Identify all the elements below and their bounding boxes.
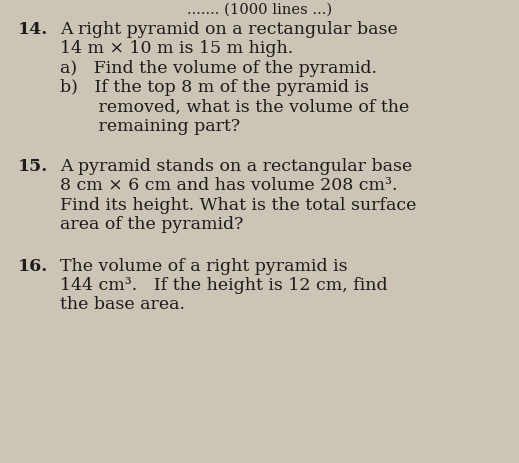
Text: 16.: 16. <box>18 257 48 274</box>
Text: The volume of a right pyramid is: The volume of a right pyramid is <box>60 257 347 274</box>
Text: a)   Find the volume of the pyramid.: a) Find the volume of the pyramid. <box>60 60 377 77</box>
Text: b)   If the top 8 m of the pyramid is: b) If the top 8 m of the pyramid is <box>60 79 368 96</box>
Text: removed, what is the volume of the: removed, what is the volume of the <box>60 99 409 116</box>
Text: 15.: 15. <box>18 157 48 175</box>
Text: Find its height. What is the total surface: Find its height. What is the total surfa… <box>60 196 416 213</box>
Text: A right pyramid on a rectangular base: A right pyramid on a rectangular base <box>60 21 398 38</box>
Text: remaining part?: remaining part? <box>60 118 240 135</box>
Text: 8 cm × 6 cm and has volume 208 cm³.: 8 cm × 6 cm and has volume 208 cm³. <box>60 177 397 194</box>
Text: A pyramid stands on a rectangular base: A pyramid stands on a rectangular base <box>60 157 412 175</box>
Text: the base area.: the base area. <box>60 296 185 313</box>
Text: 144 cm³.   If the height is 12 cm, find: 144 cm³. If the height is 12 cm, find <box>60 276 387 294</box>
Text: 14 m × 10 m is 15 m high.: 14 m × 10 m is 15 m high. <box>60 40 293 57</box>
Text: area of the pyramid?: area of the pyramid? <box>60 216 243 233</box>
Text: 14.: 14. <box>18 21 48 38</box>
Text: ....... (1000 lines ...): ....... (1000 lines ...) <box>187 2 332 16</box>
